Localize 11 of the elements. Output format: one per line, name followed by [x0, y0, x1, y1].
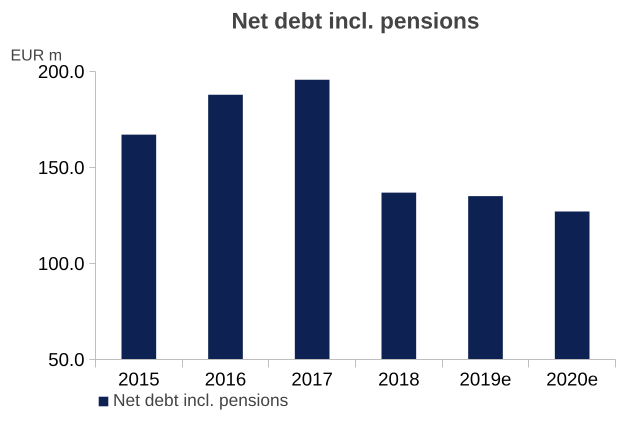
- y-tick-label: 150.0: [38, 157, 84, 178]
- x-tick-label: 2015: [118, 368, 160, 390]
- x-tick-label: 2020e: [546, 368, 598, 390]
- x-tick-label: 2017: [291, 368, 333, 390]
- x-tick-label: 2018: [378, 368, 420, 390]
- legend-label: Net debt incl. pensions: [113, 390, 288, 411]
- x-tick-label: 2016: [204, 368, 246, 390]
- y-tick-label: 50.0: [48, 349, 84, 370]
- x-tick-label: 2019e: [460, 368, 512, 390]
- chart-title: Net debt incl. pensions: [232, 8, 480, 34]
- y-tick-label: 100.0: [38, 253, 84, 274]
